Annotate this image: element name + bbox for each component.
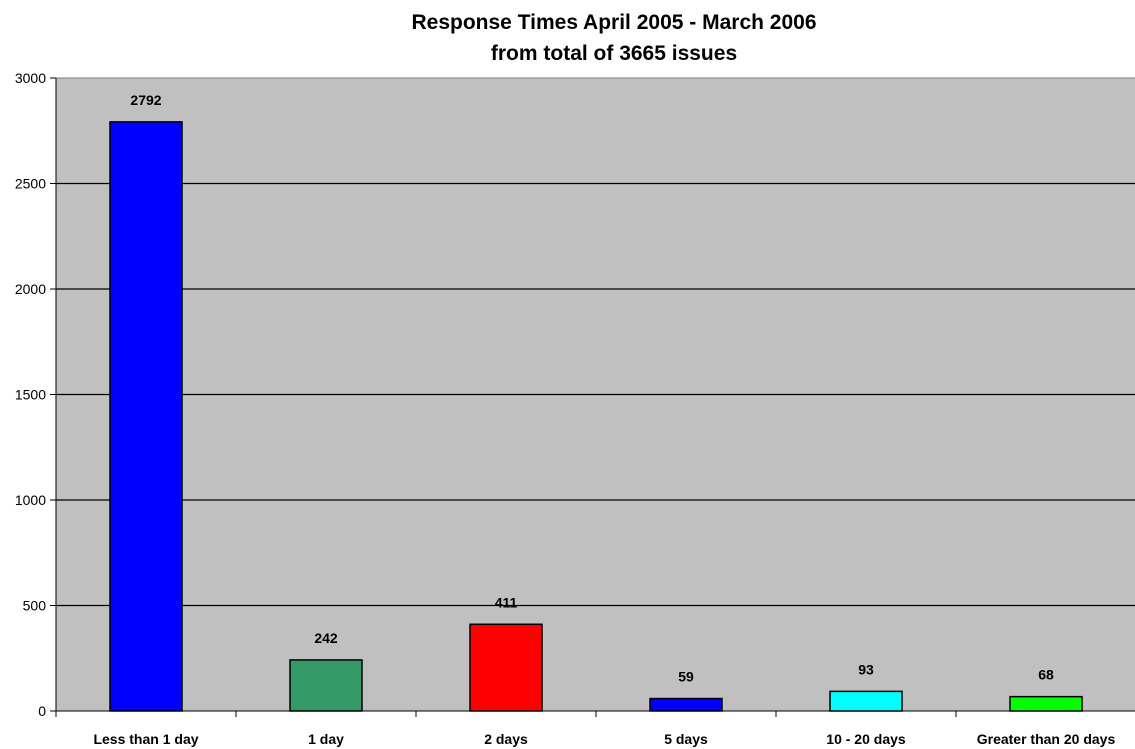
- y-tick-label: 2500: [15, 176, 46, 192]
- chart-title: Response Times April 2005 - March 2006: [411, 11, 816, 34]
- bar: [109, 121, 183, 712]
- category-label: 2 days: [484, 731, 528, 747]
- bar: [289, 659, 363, 712]
- y-tick-label: 1500: [15, 387, 46, 403]
- category-label: Less than 1 day: [93, 731, 198, 747]
- category-label: 5 days: [664, 731, 708, 747]
- bar: [829, 690, 903, 712]
- category-label: 1 day: [308, 731, 344, 747]
- y-tick-label: 1000: [15, 492, 46, 508]
- x-axis: Less than 1 day 1 day 2 days 5 days 10 - 20 …: [55, 710, 1135, 747]
- y-tick-label: 3000: [15, 70, 46, 86]
- bar: [649, 697, 723, 712]
- bar: [1009, 695, 1083, 712]
- gridlines: [56, 182, 1135, 607]
- data-label: 59: [678, 669, 694, 685]
- category-label: 10 - 20 days: [826, 731, 906, 747]
- chart-subtitle: from total of 3665 issues: [491, 42, 737, 65]
- bars: [109, 121, 1083, 712]
- data-label: 242: [314, 630, 338, 646]
- category-label: Greater than 20 days: [977, 731, 1116, 747]
- y-tick-label: 500: [23, 598, 47, 614]
- bar: [469, 623, 543, 712]
- data-labels: 2792 242 411 59 93 68: [130, 92, 1054, 685]
- data-label: 2792: [130, 92, 161, 108]
- y-axis: 0 500 1000 1500 2000 2500 3000: [15, 70, 57, 719]
- data-label: 411: [495, 594, 518, 610]
- data-label: 68: [1038, 667, 1054, 683]
- y-tick-label: 2000: [15, 281, 46, 297]
- y-tick-label: 0: [38, 703, 46, 719]
- data-label: 93: [858, 661, 874, 677]
